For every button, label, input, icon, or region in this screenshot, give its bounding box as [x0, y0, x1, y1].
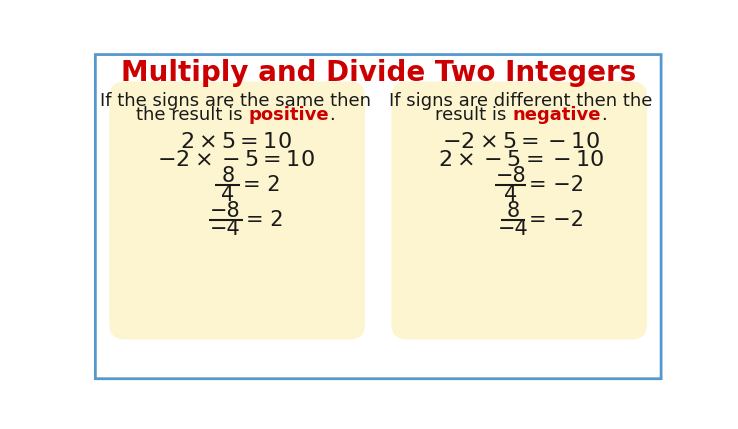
Text: $-2 \times 5 = -10$: $-2 \times 5 = -10$: [442, 132, 600, 151]
Text: −4: −4: [210, 219, 241, 239]
Text: If the signs are the same then: If the signs are the same then: [100, 92, 371, 110]
Text: = −2: = −2: [528, 210, 584, 230]
FancyBboxPatch shape: [391, 82, 647, 339]
Text: $2 \times -5 = -10$: $2 \times -5 = -10$: [438, 150, 604, 170]
Text: 8: 8: [506, 201, 520, 221]
FancyBboxPatch shape: [95, 54, 661, 379]
Text: = 2: = 2: [246, 210, 283, 230]
FancyBboxPatch shape: [109, 82, 365, 339]
Text: result is: result is: [435, 106, 512, 124]
Text: If signs are different then the: If signs are different then the: [389, 92, 652, 110]
Text: −4: −4: [497, 219, 528, 239]
Text: the result is: the result is: [137, 106, 249, 124]
Text: 4: 4: [221, 185, 235, 205]
Text: $2 \times 5 = 10$: $2 \times 5 = 10$: [180, 132, 292, 151]
Text: −8: −8: [495, 166, 526, 186]
Text: 4: 4: [504, 185, 517, 205]
Text: 8: 8: [221, 166, 235, 186]
Text: negative: negative: [512, 106, 601, 124]
Text: = 2: = 2: [244, 175, 281, 196]
Text: $-2 \times -5 = 10$: $-2 \times -5 = 10$: [156, 150, 314, 170]
Text: .: .: [601, 106, 607, 124]
Text: .: .: [329, 106, 335, 124]
Text: Multiply and Divide Two Integers: Multiply and Divide Two Integers: [120, 59, 636, 87]
Text: −8: −8: [210, 201, 241, 221]
Text: = −2: = −2: [529, 175, 584, 196]
Text: positive: positive: [249, 106, 329, 124]
